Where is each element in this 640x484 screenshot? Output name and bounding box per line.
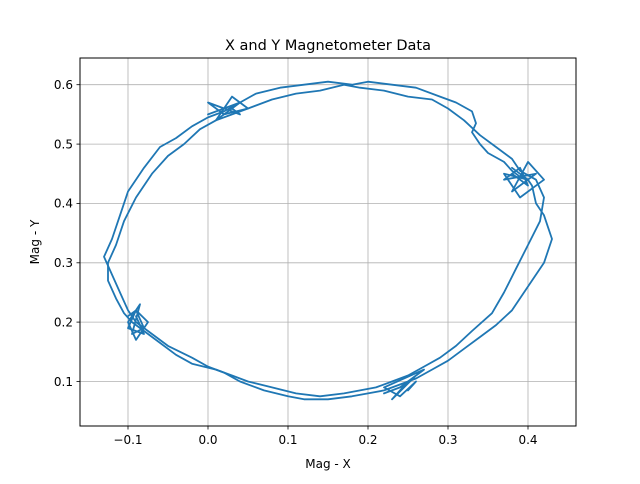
axes-frame	[79, 57, 577, 427]
series-line	[503, 160, 545, 199]
x-tick-label: 0.4	[518, 433, 537, 447]
y-tick-label: 0.4	[54, 197, 73, 211]
x-tick-label: 0.2	[358, 433, 377, 447]
plot-area	[103, 80, 553, 401]
series-line	[383, 368, 425, 401]
x-tick-label: 0.1	[278, 433, 297, 447]
series-line	[207, 95, 249, 122]
y-tick-label: 0.5	[54, 137, 73, 151]
series-line	[107, 83, 545, 398]
y-tick-label: 0.2	[54, 315, 73, 329]
chart-title: X and Y Magnetometer Data	[225, 38, 431, 54]
y-tick-label: 0.3	[54, 256, 73, 270]
grid	[80, 58, 576, 426]
y-axis-label: Mag - Y	[28, 219, 42, 264]
series-line	[127, 303, 149, 341]
series-line	[103, 80, 553, 401]
x-tick-label: 0.3	[438, 433, 457, 447]
x-tick-label: 0.0	[198, 433, 217, 447]
x-tick-label: −0.1	[113, 433, 142, 447]
x-axis-label: Mag - X	[305, 457, 351, 471]
y-tick-label: 0.6	[54, 78, 73, 92]
y-tick-label: 0.1	[54, 375, 73, 389]
ticks: −0.1 0.0 0.1 0.2 0.3 0.4 0.1 0.2 0.3 0.4 0.5 0.6	[54, 78, 538, 447]
